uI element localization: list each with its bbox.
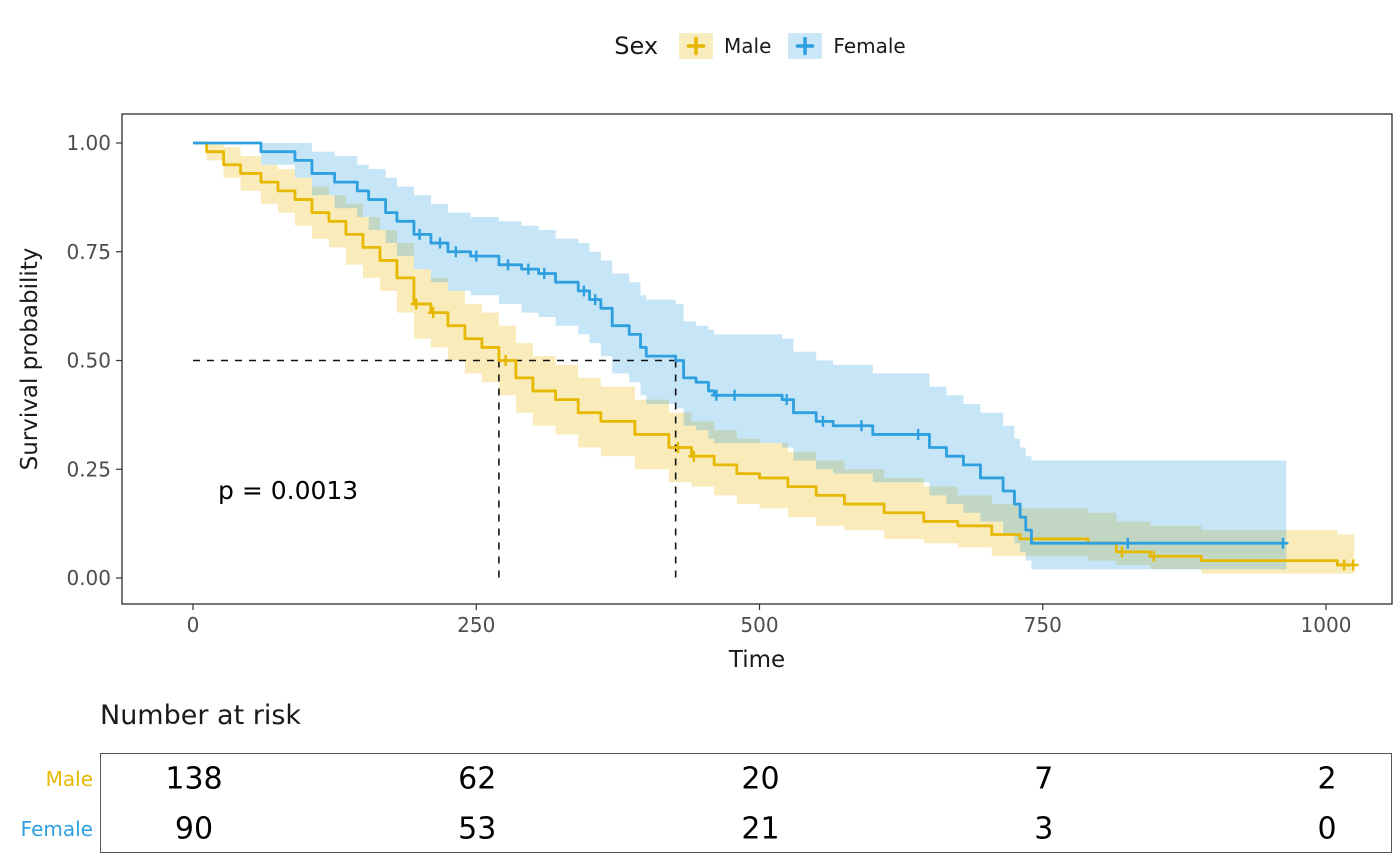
risk-count-male-500: 20 — [741, 761, 780, 797]
legend-item-male[interactable]: Male — [678, 32, 771, 60]
x-tick-label-500: 500 — [740, 613, 778, 637]
x-tick-label-0: 0 — [187, 613, 200, 637]
x-tick-label-250: 250 — [457, 613, 495, 637]
risk-table-title: Number at risk — [100, 700, 302, 731]
x-axis-title: Time — [728, 647, 786, 673]
risk-row-male: Male 138 62 20 7 2 — [46, 754, 1391, 804]
legend-key-female-icon — [788, 33, 823, 59]
panel-border — [121, 113, 1393, 605]
risk-row-label-female: Female — [20, 817, 93, 841]
risk-count-male-750: 7 — [1034, 761, 1054, 797]
legend-key-male-icon — [679, 33, 714, 59]
y-tick-label-1.00: 1.00 — [66, 131, 111, 155]
risk-count-male-250: 62 — [458, 761, 497, 797]
y-tick-label-0.00: 0.00 — [66, 566, 111, 590]
risk-row-female: Female 90 53 21 3 0 — [21, 804, 1391, 854]
y-axis-title: Survival probability — [17, 247, 43, 471]
y-tick-label-0.25: 0.25 — [66, 457, 111, 481]
risk-count-female-500: 21 — [741, 811, 780, 847]
risk-count-male-0: 138 — [165, 761, 223, 797]
censor-marks-female — [414, 228, 1289, 549]
legend-title: Sex — [614, 32, 659, 60]
ci-band-male — [193, 143, 1355, 574]
p-value-annotation: p = 0.0013 — [218, 476, 359, 505]
risk-count-female-750: 3 — [1034, 811, 1054, 847]
y-tick-label-0.50: 0.50 — [66, 349, 111, 373]
legend-item-female[interactable]: Female — [787, 32, 906, 60]
x-tick-label-1000: 1000 — [1301, 613, 1352, 637]
median-survival-lines — [193, 359, 677, 578]
survival-curve-male — [193, 141, 1355, 567]
y-tick-label-0.75: 0.75 — [66, 240, 111, 264]
risk-count-female-250: 53 — [458, 811, 497, 847]
y-axis-ticks: 0.00 0.25 0.50 0.75 1.00 — [66, 131, 122, 590]
x-axis-ticks: 0 250 500 750 1000 — [187, 604, 1352, 637]
survival-plot-panel: 0 250 500 750 1000 0.00 0.25 0.50 0.75 1.00 — [66, 113, 1393, 637]
risk-row-label-male: Male — [45, 767, 93, 791]
legend-label-male: Male — [724, 34, 772, 58]
survival-curve-female — [193, 141, 1287, 545]
risk-count-female-1000: 0 — [1317, 811, 1337, 847]
ci-band-female — [193, 143, 1287, 570]
x-tick-label-750: 750 — [1024, 613, 1062, 637]
legend-label-female: Female — [833, 34, 906, 58]
risk-table: Male 138 62 20 7 2 Female 90 53 21 3 0 — [21, 753, 1392, 854]
censor-marks-male — [410, 298, 1359, 571]
plot-legend: Sex Male Female — [0, 32, 1400, 60]
risk-count-male-1000: 2 — [1317, 761, 1337, 797]
risk-count-female-0: 90 — [174, 811, 214, 847]
